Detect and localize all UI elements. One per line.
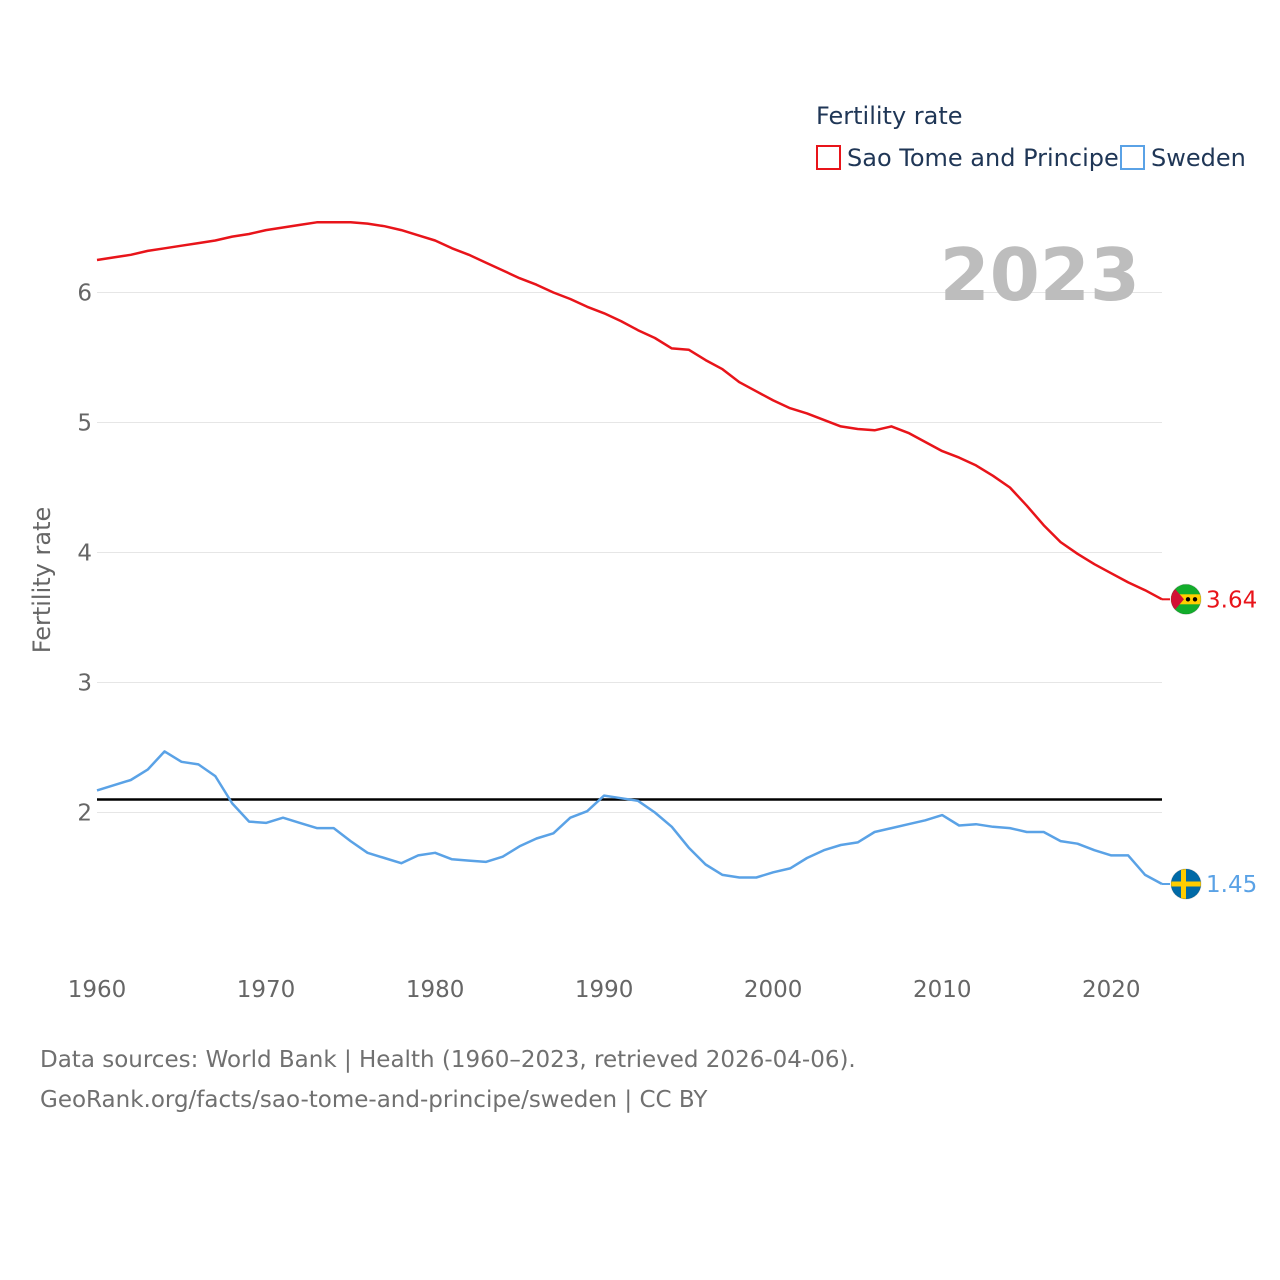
x-axis-ticks: 1960 1970 1980 1990 2000 2010 2020 bbox=[68, 977, 1141, 1003]
y-tick-label-5: 5 bbox=[77, 411, 92, 437]
series-lines bbox=[96, 221, 1163, 886]
end-value-label-sao-tome: 3.64 bbox=[1206, 587, 1257, 613]
source-line-1: Data sources: World Bank | Health (1960–… bbox=[40, 1047, 856, 1073]
x-tick-label-1970: 1970 bbox=[237, 977, 296, 1003]
flag-star-2 bbox=[1192, 597, 1198, 602]
end-markers: 3.64 1.45 bbox=[1162, 583, 1257, 900]
x-tick-label-2010: 2010 bbox=[913, 977, 972, 1003]
legend-label-sweden: Sweden bbox=[1151, 144, 1246, 172]
y-axis-ticks: 2 3 4 5 6 bbox=[77, 281, 92, 827]
legend-swatch-sweden bbox=[1120, 145, 1145, 170]
source-note: Data sources: World Bank | Health (1960–… bbox=[40, 1040, 856, 1120]
legend: Fertility rate Sao Tome and Principe Swe… bbox=[816, 102, 1246, 172]
x-tick-label-1980: 1980 bbox=[406, 977, 465, 1003]
legend-title: Fertility rate bbox=[816, 102, 963, 130]
source-line-2[interactable]: GeoRank.org/facts/sao-tome-and-principe/… bbox=[40, 1087, 708, 1113]
flag-outline-1 bbox=[1170, 868, 1202, 900]
year-label: 2023 bbox=[940, 233, 1140, 317]
flag-outline-0 bbox=[1170, 583, 1202, 615]
x-tick-label-2020: 2020 bbox=[1082, 977, 1141, 1003]
flag-body-0 bbox=[1171, 584, 1201, 615]
sao-tome-flag-icon bbox=[1170, 583, 1202, 615]
end-value-label-sweden: 1.45 bbox=[1206, 872, 1257, 898]
x-tick-label-2000: 2000 bbox=[744, 977, 803, 1003]
flag-star-1 bbox=[1185, 597, 1191, 602]
legend-item-sweden[interactable]: Sweden bbox=[1120, 144, 1246, 172]
gridlines bbox=[97, 292, 1162, 813]
series-line-sao-tome bbox=[96, 221, 1163, 601]
legend-swatch-sao-tome bbox=[816, 145, 841, 170]
y-axis-title: Fertility rate bbox=[28, 507, 56, 654]
y-tick-label-4: 4 bbox=[77, 541, 92, 567]
series-line-sweden bbox=[96, 750, 1163, 886]
y-tick-label-6: 6 bbox=[77, 281, 92, 307]
legend-item-sao-tome[interactable]: Sao Tome and Principe bbox=[816, 144, 1119, 172]
legend-label-sao-tome: Sao Tome and Principe bbox=[847, 144, 1119, 172]
y-tick-label-3: 3 bbox=[77, 671, 92, 697]
x-tick-label-1990: 1990 bbox=[575, 977, 634, 1003]
flag-body-1 bbox=[1171, 869, 1201, 899]
sweden-flag-icon bbox=[1170, 868, 1202, 900]
x-tick-label-1960: 1960 bbox=[68, 977, 127, 1003]
flag-cross-v bbox=[1181, 869, 1186, 899]
flag-red-triangle bbox=[1171, 584, 1184, 615]
y-tick-label-2: 2 bbox=[77, 801, 92, 827]
